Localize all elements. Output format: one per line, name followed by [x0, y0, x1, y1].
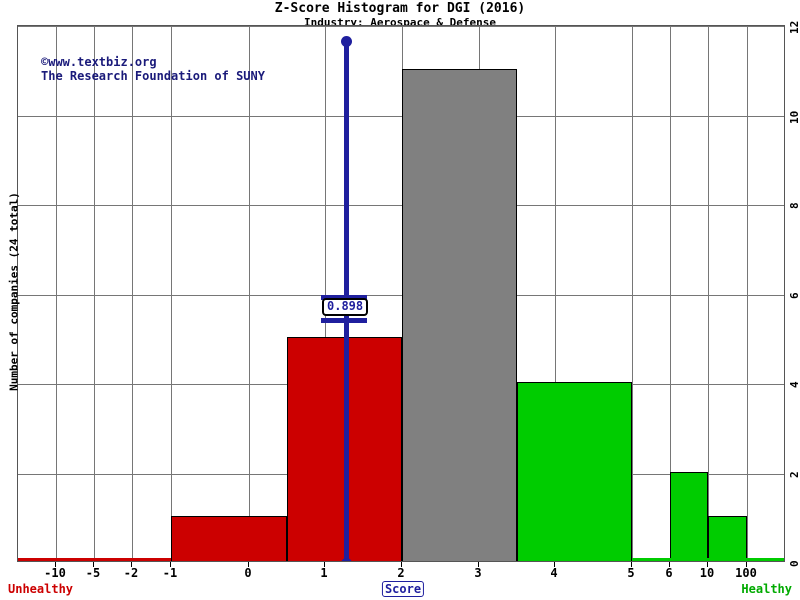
gridline-vertical [555, 26, 556, 561]
credit-text: ©www.textbiz.org The Research Foundation… [41, 55, 265, 83]
x-axis-tick-label: 0 [244, 566, 252, 580]
y-axis-tick-label: 10 [788, 110, 800, 124]
gridline-vertical [94, 26, 95, 561]
x-axis-tick-label: 1 [320, 566, 328, 580]
x-axis-tick-mark [669, 562, 670, 567]
x-axis-tick-mark [324, 562, 325, 567]
x-axis-tick-mark [478, 562, 479, 567]
marker-errorbar-cap [321, 295, 367, 300]
gridline-horizontal [18, 26, 784, 27]
gridline-vertical [249, 26, 250, 561]
unhealthy-label: Unhealthy [8, 582, 74, 596]
gridline-vertical [132, 26, 133, 561]
y-axis-tick-label: 0 [788, 560, 800, 567]
x-axis-tick-label: 6 [665, 566, 673, 580]
y-axis-label: Number of companies (24 total) [7, 192, 21, 391]
x-axis-tick-mark [707, 562, 708, 567]
plot-area: 0.898 ©www.textbiz.org The Research Foun… [17, 25, 785, 562]
gridline-vertical [171, 26, 172, 561]
histogram-bar [171, 516, 287, 561]
histogram-bar [708, 516, 747, 561]
baseline-zone [18, 558, 171, 561]
marker-dot-bottom [341, 558, 352, 561]
score-axis-label: Score [381, 581, 425, 597]
x-axis-tick-mark [131, 562, 132, 567]
y-axis-tick-label: 12 [788, 20, 800, 34]
gridline-horizontal [18, 115, 784, 117]
gridline-vertical [632, 26, 633, 561]
x-axis-tick-label: -1 [162, 566, 178, 580]
baseline-zone [632, 558, 784, 561]
x-axis-tick-label: 10 [699, 566, 715, 580]
credit-line-2: The Research Foundation of SUNY [41, 69, 265, 83]
gridline-vertical [56, 26, 57, 561]
y-axis-tick-label: 2 [788, 470, 800, 478]
x-axis-tick-label: 5 [627, 566, 635, 580]
x-axis-tick-mark [401, 562, 402, 567]
x-axis-tick-label: -5 [85, 566, 101, 580]
gridline-vertical [325, 26, 326, 561]
histogram-bar [670, 471, 708, 561]
gridline-vertical [708, 26, 709, 561]
healthy-label: Healthy [741, 582, 792, 596]
x-axis-tick-label: 3 [474, 566, 482, 580]
gridline-horizontal [18, 205, 784, 206]
x-axis-tick-mark [170, 562, 171, 567]
x-axis-tick-mark [248, 562, 249, 567]
y-axis-tick-label: 6 [788, 291, 800, 299]
credit-line-1: ©www.textbiz.org [41, 55, 157, 69]
x-axis-tick-label: -2 [123, 566, 139, 580]
marker-dot-top [341, 36, 352, 47]
chart-title: Z-Score Histogram for DGI (2016) [274, 1, 526, 16]
gridline-vertical [670, 26, 671, 561]
x-axis-tick-label: 2 [397, 566, 405, 580]
y-axis-tick-label: 8 [788, 202, 800, 209]
y-axis-tick-label: 4 [788, 381, 800, 388]
x-axis-tick-mark [631, 562, 632, 567]
x-axis-tick-label: 4 [550, 566, 558, 580]
marker-value-label: 0.898 [322, 298, 369, 316]
x-axis-tick-mark [55, 562, 56, 567]
gridline-horizontal [18, 294, 784, 296]
x-axis-tick-mark [746, 562, 747, 567]
gridline-vertical [747, 26, 748, 561]
histogram-bar [402, 68, 517, 561]
x-axis-tick-mark [554, 562, 555, 567]
x-axis-tick-label: 100 [735, 566, 757, 580]
x-axis-tick-mark [93, 562, 94, 567]
marker-errorbar-cap [321, 318, 367, 323]
histogram-bar [517, 382, 632, 561]
x-axis-tick-label: -10 [44, 566, 66, 580]
